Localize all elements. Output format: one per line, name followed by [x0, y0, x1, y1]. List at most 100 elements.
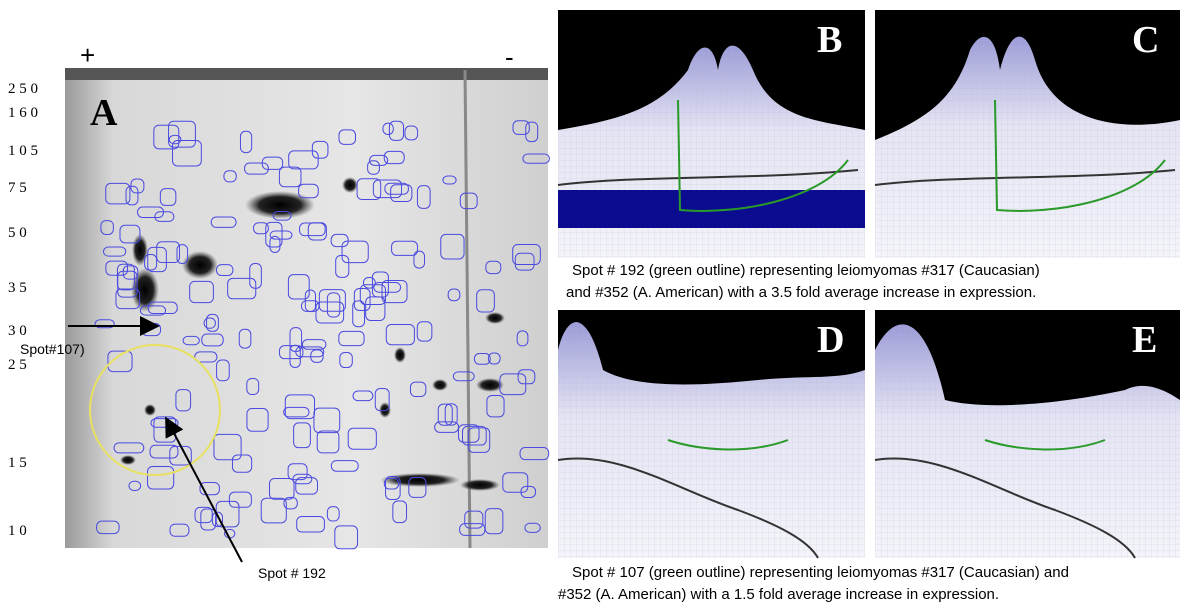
gel-spot — [485, 312, 505, 324]
spot-outline — [416, 321, 433, 342]
gel-spot — [132, 234, 148, 266]
outline — [874, 457, 1136, 559]
spot-outline — [330, 233, 349, 248]
spot-outline — [512, 120, 530, 135]
spot-outline — [260, 497, 287, 524]
mw-label: 2 5 0 — [8, 81, 38, 97]
mw-label: 1 5 — [8, 455, 27, 471]
spot-outline — [96, 520, 120, 535]
spot-outline — [486, 395, 505, 418]
gel-spot — [131, 268, 159, 312]
surface-panel: E — [874, 310, 1180, 559]
spot-outline — [447, 288, 461, 302]
spot-outline — [334, 525, 359, 550]
spot-outline — [168, 120, 196, 148]
spot-outline — [408, 477, 427, 498]
spot-outline — [383, 477, 400, 490]
spot-outline — [210, 216, 237, 228]
spot-outline — [522, 153, 550, 164]
spot-outline — [434, 421, 460, 433]
spot-outline — [338, 330, 365, 347]
green-outline — [994, 99, 1166, 212]
surface-panel: B — [557, 10, 865, 258]
spot-outline — [298, 183, 319, 199]
spot-outline — [362, 277, 376, 289]
spot-outline — [372, 179, 403, 199]
spot-outline — [326, 506, 340, 522]
spot-outline — [452, 371, 475, 382]
spot-outline — [413, 250, 426, 269]
spot-outline — [272, 211, 292, 221]
mw-label: 1 0 — [8, 523, 27, 539]
spot-outline — [464, 510, 484, 529]
spot-outline — [278, 166, 302, 188]
spot-outline — [278, 345, 304, 360]
spot-outline — [154, 211, 175, 222]
gel-spot — [182, 251, 218, 279]
spot-outline — [201, 333, 224, 347]
spot-outline — [113, 442, 145, 454]
spot-outline — [326, 292, 341, 318]
spot-outline — [153, 124, 180, 150]
spot-outline — [268, 477, 295, 500]
spot-outline — [524, 522, 541, 533]
outline — [557, 169, 859, 186]
spot-outline — [373, 282, 402, 293]
spot-outline — [313, 407, 341, 434]
spot-outline — [94, 319, 115, 329]
panel-label: C — [1132, 19, 1159, 61]
spot-outline — [144, 254, 158, 271]
spot-outline — [100, 220, 114, 235]
spot-outline — [246, 408, 269, 432]
spot-outline — [462, 425, 487, 446]
spot-outline — [289, 344, 301, 368]
spot-outline — [238, 328, 252, 349]
spot-outline — [182, 335, 200, 346]
surface-panel: C — [874, 10, 1180, 258]
spot-outline — [244, 162, 269, 175]
spot-outline — [520, 485, 537, 498]
spot-outline — [381, 279, 408, 304]
mw-label: 3 0 — [8, 323, 27, 339]
minus-sign: - — [505, 42, 514, 72]
spot-outline — [416, 185, 431, 209]
spot-outline — [384, 182, 409, 195]
spot-outline — [115, 288, 141, 310]
spot-outline — [206, 313, 219, 332]
spot-outline — [459, 192, 478, 210]
gel-streak — [463, 69, 472, 549]
spot-outline — [239, 130, 253, 154]
spot-label: Spot#107) — [20, 341, 85, 357]
spot-outline — [382, 122, 394, 135]
spot-outline — [318, 289, 346, 312]
spot-outline — [299, 222, 326, 237]
spot-outline — [512, 243, 541, 265]
gel-spot — [460, 479, 500, 491]
spot-outline — [284, 394, 316, 420]
spot-outline — [107, 350, 133, 373]
gel-spot — [394, 347, 406, 363]
spot-outline — [316, 430, 340, 454]
spot-outline — [105, 260, 128, 276]
green-outline — [984, 439, 1106, 451]
spot-outline — [296, 515, 325, 533]
spot-outline — [253, 222, 269, 235]
spot-outline — [156, 241, 181, 264]
panel-label: B — [817, 19, 842, 61]
caption: Spot # 107 (green outline) representing … — [572, 564, 1069, 581]
spot-outline — [365, 296, 386, 321]
spot-outline — [215, 264, 234, 276]
spot-outline — [176, 244, 189, 264]
spot-outline — [175, 389, 192, 412]
spot-outline — [168, 134, 182, 145]
surface-panels: B C D E — [557, 10, 1180, 559]
spot-outline — [122, 265, 139, 280]
spot-outline — [116, 263, 135, 291]
spot-outline — [102, 246, 127, 257]
spot-outline — [125, 185, 139, 206]
spot-outline — [295, 346, 325, 358]
spot-outline — [287, 463, 308, 481]
